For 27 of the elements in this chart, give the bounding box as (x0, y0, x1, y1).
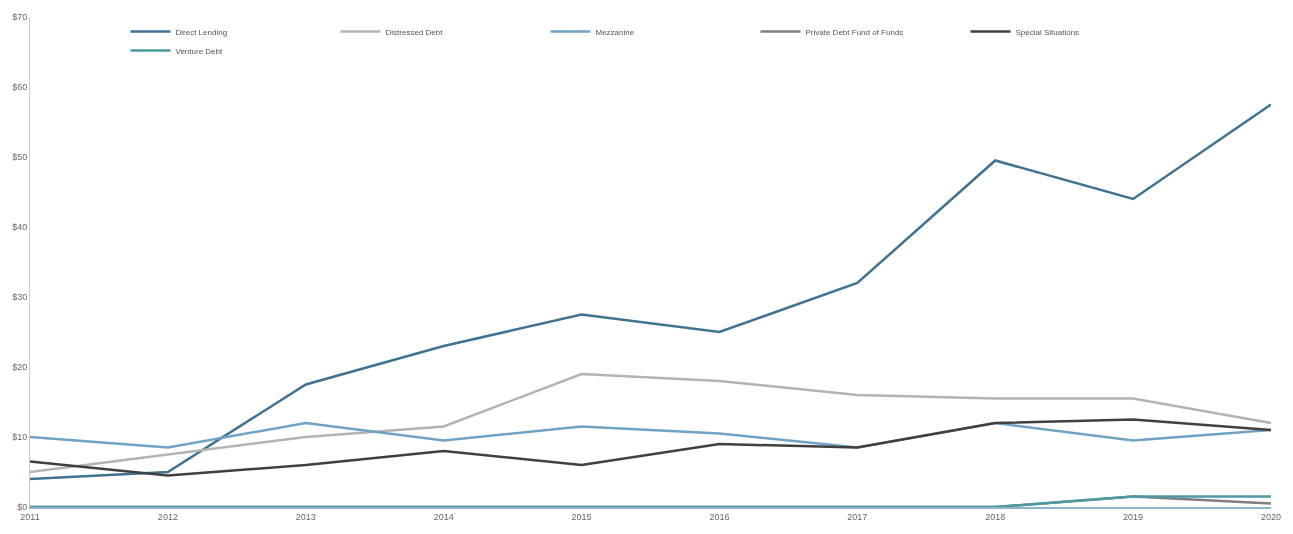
y-tick-label: $20 (12, 362, 28, 373)
legend-label: Mezzanine (595, 27, 635, 37)
legend-label: Venture Debt (175, 46, 223, 56)
y-tick-label: $40 (12, 222, 28, 233)
line-series (30, 372, 1271, 474)
x-tick-label: 2017 (847, 511, 868, 522)
x-tick-label: 2012 (157, 511, 178, 522)
y-tick-label: $30 (12, 292, 28, 303)
y-tick-label: $70 (12, 12, 28, 23)
x-tick-label: 2020 (1260, 511, 1282, 522)
x-tick-label: 2015 (571, 511, 592, 522)
y-tick-label: $10 (12, 432, 28, 443)
x-tick-label: 2013 (295, 511, 316, 522)
x-tick-label: 2014 (433, 511, 454, 522)
legend-label: Distressed Debt (385, 27, 444, 37)
x-tick-label: 2016 (709, 511, 730, 522)
x-tick-label: 2019 (1123, 511, 1144, 522)
y-tick-label: $0 (17, 502, 28, 513)
line-series (30, 418, 1271, 477)
legend-label: Private Debt Fund of Funds (805, 27, 904, 37)
x-tick-label: 2011 (20, 511, 40, 522)
legend-label: Special Situations (1015, 27, 1080, 37)
y-tick-label: $60 (12, 82, 28, 93)
y-tick-label: $50 (12, 152, 28, 163)
x-tick-label: 2018 (985, 511, 1006, 522)
legend-label: Direct Lending (175, 27, 228, 37)
line-series (30, 103, 1271, 481)
